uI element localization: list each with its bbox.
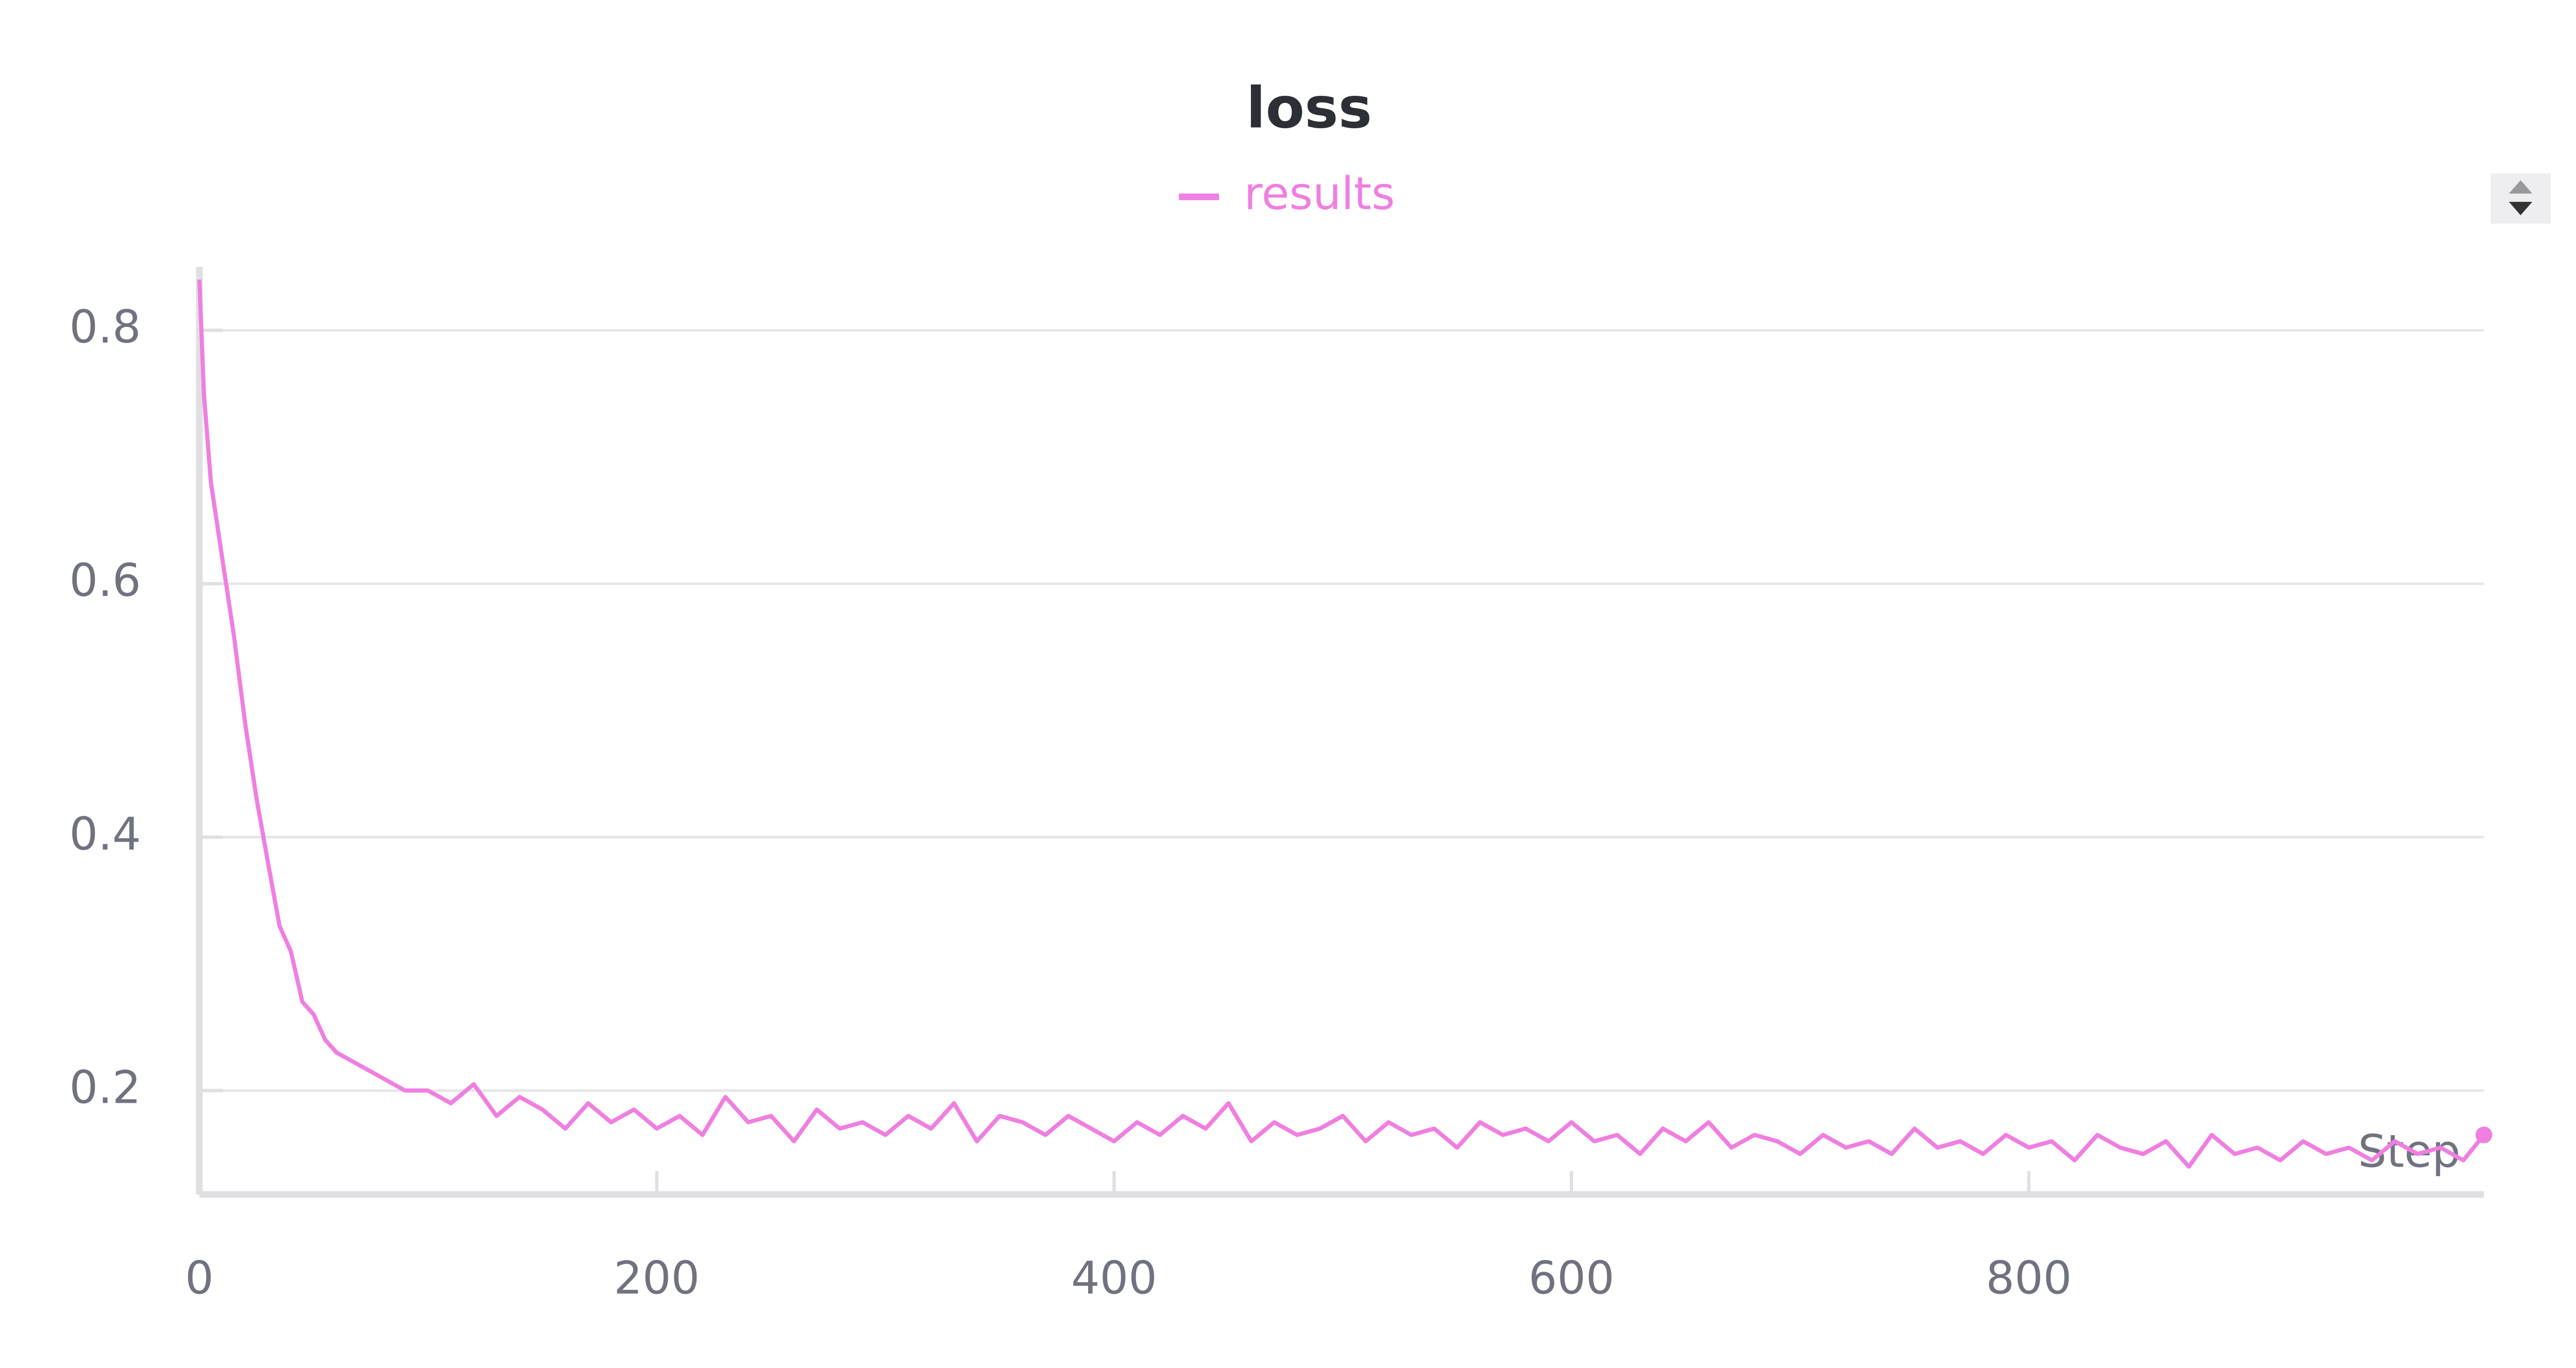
x-tick-label: 600 [1529, 1252, 1615, 1304]
x-tick-label: 0 [185, 1252, 214, 1304]
x-tick-label: 400 [1071, 1252, 1157, 1304]
series-line [197, 279, 2486, 1169]
x-tick-label: 800 [1986, 1252, 2072, 1304]
chart-title: loss [1246, 75, 1372, 141]
y-tick-label: 0.4 [70, 808, 141, 860]
x-tick-label: 200 [614, 1252, 700, 1304]
y-tick-label: 0.2 [70, 1061, 141, 1114]
scroll-down[interactable] [2509, 201, 2533, 215]
y-tick-label: 0.8 [70, 301, 141, 353]
legend-label: results [1244, 167, 1395, 220]
scroll-up[interactable] [2509, 180, 2533, 194]
end-point [2476, 1126, 2493, 1143]
scroll-control[interactable] [2490, 173, 2551, 224]
y-tick-label: 0.6 [70, 554, 141, 607]
